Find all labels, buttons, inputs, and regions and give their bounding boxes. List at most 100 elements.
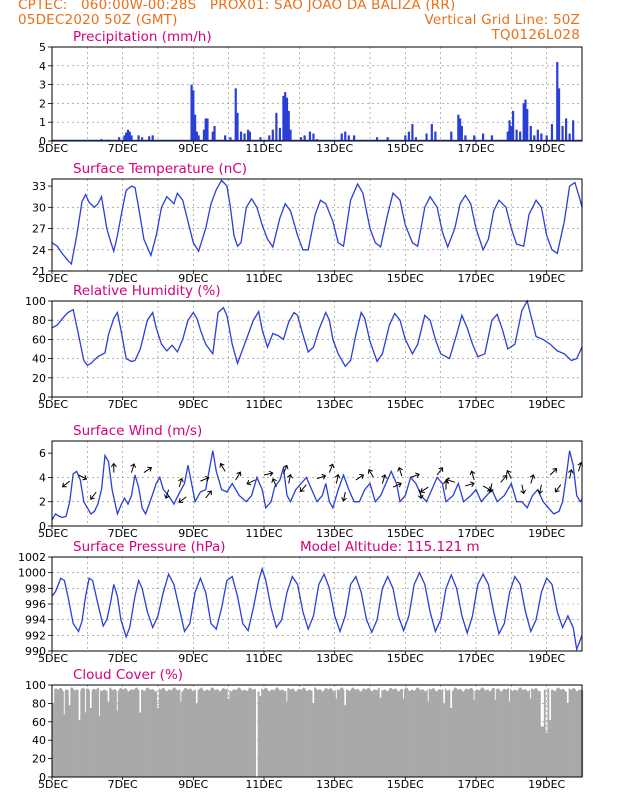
cloud-bar	[235, 689, 237, 777]
cloud-bar	[341, 687, 343, 777]
cloud-bar	[340, 687, 342, 777]
cloud-bar	[61, 688, 63, 777]
cloud-bar	[300, 689, 302, 777]
cloud-bar	[461, 690, 463, 777]
cloud-bar	[198, 689, 201, 777]
precip-bar	[206, 118, 209, 141]
cloud-bar	[355, 689, 358, 777]
cloud-bar	[226, 688, 228, 777]
wind-vector	[482, 485, 492, 492]
cloud-bar	[430, 689, 432, 777]
cloud-bar	[295, 691, 298, 777]
cloud-bar	[233, 689, 235, 777]
cloud-bar	[557, 687, 560, 777]
cloud-bar	[327, 689, 329, 777]
cloud-bar	[500, 691, 502, 777]
cloud-bar	[285, 690, 287, 777]
cloud-bar	[140, 712, 142, 777]
cloud-bar	[477, 689, 479, 777]
cloud-bar	[465, 688, 467, 777]
cloud-bar	[162, 687, 165, 777]
cloud-bar	[303, 687, 305, 777]
cloud-bar	[121, 688, 123, 777]
cloud-bar	[487, 689, 489, 777]
cloud-bar	[485, 690, 487, 777]
cloud-bar	[371, 691, 373, 777]
cloud-bar	[207, 690, 209, 777]
x-tick-label: 15DEC	[387, 398, 424, 411]
cloud-bar	[499, 690, 501, 777]
wind-vector	[417, 489, 424, 500]
cloud-bar	[386, 691, 388, 777]
cloud-bar	[298, 688, 300, 777]
cloud-bar	[130, 689, 132, 777]
cloud-bar	[425, 690, 428, 777]
cloud-bar	[292, 688, 295, 777]
cloud-bar	[292, 688, 294, 777]
cloud-bar	[291, 688, 293, 777]
cloud-bar	[331, 688, 333, 777]
cloud-bar	[141, 689, 143, 777]
x-tick-label: 9DEC	[178, 272, 208, 285]
cloud-bar	[63, 714, 65, 777]
cloud-bar	[545, 732, 547, 777]
y-tick-label: 80	[32, 314, 46, 327]
cloud-bar	[447, 690, 449, 777]
cloud-bar	[102, 689, 105, 777]
cloud-bar	[517, 689, 519, 777]
cloud-bar	[574, 689, 577, 777]
cloud-bar	[369, 689, 371, 777]
cloud-bar	[239, 689, 242, 777]
cloud-bar	[350, 690, 352, 777]
cloud-bar	[542, 726, 544, 777]
cloud-bar	[101, 691, 103, 777]
series-line	[51, 179, 583, 266]
cloud-bar	[427, 701, 430, 777]
cloud-bar	[121, 689, 124, 777]
cloud-bar	[143, 690, 145, 777]
cloud-bar	[550, 690, 553, 777]
precip-bar	[464, 135, 467, 141]
cloud-bar	[107, 701, 110, 777]
cloud-bar	[479, 689, 481, 777]
wind-vector	[436, 467, 444, 476]
cloud-bar	[415, 689, 417, 777]
cloud-bar	[570, 689, 572, 777]
cloud-bar	[519, 687, 522, 777]
cloud-bar	[257, 691, 259, 777]
cloud-bar	[382, 690, 384, 777]
cloud-bar	[95, 689, 97, 777]
cloud-bar	[332, 691, 334, 777]
cloud-bar	[522, 690, 524, 777]
cloud-bar	[218, 691, 220, 777]
cloud-bar	[59, 688, 61, 777]
cloud-bar	[527, 691, 529, 777]
precip-bar	[519, 131, 522, 141]
x-tick-label: 7DEC	[108, 778, 138, 791]
cloud-bar	[265, 687, 267, 777]
cloud-bar	[385, 690, 387, 777]
cloud-bar	[543, 690, 546, 777]
cloud-bar	[132, 690, 134, 777]
cloud-bar	[488, 690, 490, 777]
cloud-bar	[269, 690, 271, 777]
cloud-bar	[403, 689, 406, 777]
cloud-bar	[444, 703, 446, 777]
cloud-bar	[252, 689, 254, 777]
cloud-bar	[290, 689, 292, 777]
cloud-bar	[474, 691, 476, 777]
cloud-bar	[345, 705, 347, 777]
precip-bar	[550, 124, 554, 141]
cloud-bar	[194, 689, 196, 777]
cloud-bar	[380, 697, 382, 777]
cloud-bar	[109, 688, 112, 777]
y-tick-label: 2	[39, 496, 46, 509]
cloud-bar	[52, 703, 54, 777]
cloud-bar	[297, 689, 299, 777]
wind-vector	[219, 462, 226, 472]
cloud-bar	[456, 688, 458, 777]
cloud-bar	[84, 712, 86, 777]
cloud-bar	[89, 708, 91, 777]
cloud-bar	[381, 690, 383, 777]
panel-3	[48, 299, 583, 400]
